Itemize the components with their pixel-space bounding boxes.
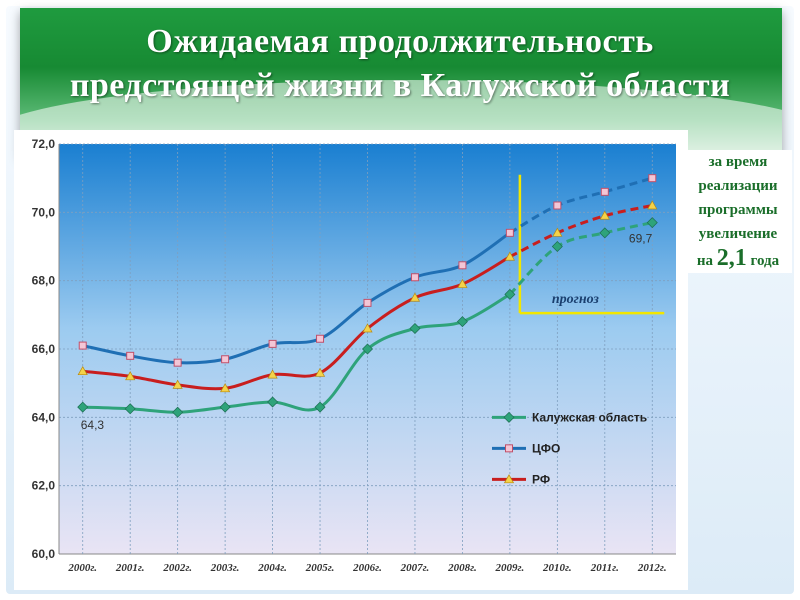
data-point-marker	[78, 341, 87, 350]
data-point-marker	[221, 355, 230, 364]
data-point-marker	[553, 201, 562, 210]
chart-container: 60,0 62,0 64,0 66,0 68,0 70,0 72,0 2000г. 2001г.…	[14, 130, 688, 590]
data-point-marker	[172, 406, 184, 418]
data-point-marker	[362, 343, 373, 355]
data-point-marker	[648, 174, 657, 183]
data-point-marker	[600, 187, 609, 196]
x-tick-label: 2006г.	[352, 562, 382, 574]
legend-label: ЦФО	[532, 441, 560, 455]
data-point-marker	[456, 316, 468, 328]
data-point-marker	[314, 401, 326, 413]
x-tick-label: 2002г.	[162, 562, 192, 574]
data-point-marker	[599, 210, 610, 220]
data-point-marker	[505, 444, 513, 453]
y-tick-label: 66,0	[32, 342, 56, 356]
data-point-marker	[505, 228, 514, 237]
side-note-value: 2,1	[716, 245, 747, 271]
y-tick-label: 62,0	[32, 479, 56, 493]
x-tick-label: 2011г.	[590, 562, 619, 574]
data-point-marker	[125, 371, 136, 381]
legend-label: Калужская область	[532, 410, 647, 424]
data-point-marker	[410, 273, 419, 282]
data-point-marker	[409, 323, 421, 334]
y-tick-label: 68,0	[32, 274, 56, 288]
x-tick-label: 2003г.	[210, 562, 240, 574]
x-tick-label: 2004г.	[257, 562, 287, 574]
data-point-marker	[268, 339, 277, 348]
x-tick-label: 2010г.	[542, 562, 572, 574]
series-line-forecast	[508, 221, 653, 296]
data-point-marker	[219, 401, 231, 413]
page-title: Ожидаемая продолжительность предстоящей …	[20, 20, 780, 108]
data-point-marker	[363, 298, 372, 307]
data-point-marker	[362, 323, 373, 333]
side-note-line-3: программы	[698, 202, 778, 218]
data-point-marker	[126, 351, 135, 360]
data-point-marker	[77, 365, 88, 376]
side-note-line-5: на 2,1 года	[684, 246, 792, 273]
data-point-marker	[503, 411, 515, 423]
data-point-marker	[314, 367, 326, 377]
data-point-marker	[124, 403, 136, 415]
series-line-forecast	[509, 204, 653, 259]
data-point-marker	[504, 288, 516, 300]
data-point-marker	[77, 401, 89, 413]
data-point-marker	[504, 251, 515, 261]
data-label: 69,7	[629, 232, 653, 246]
side-note-suffix: года	[750, 253, 780, 269]
data-point-marker	[458, 261, 467, 270]
x-tick-label: 2012г.	[637, 562, 667, 574]
y-tick-label: 64,0	[32, 410, 56, 424]
y-tick-label: 72,0	[32, 137, 56, 151]
side-note-line-2: реализации	[698, 178, 778, 194]
data-point-marker	[316, 334, 325, 343]
data-point-marker	[172, 379, 183, 389]
data-point-marker	[267, 369, 278, 379]
data-point-marker	[646, 217, 658, 229]
data-point-marker	[173, 358, 182, 367]
legend-label: РФ	[532, 472, 550, 486]
data-point-marker	[599, 227, 611, 239]
data-label: 64,3	[81, 418, 105, 432]
title-line-1: Ожидаемая продолжительность	[146, 23, 654, 60]
y-tick-label: 70,0	[32, 205, 56, 219]
x-tick-label: 2001г.	[115, 562, 145, 574]
x-tick-label: 2009г.	[495, 562, 525, 574]
series-line-forecast	[509, 176, 653, 235]
series-line-actual	[82, 255, 511, 391]
x-tick-label: 2008г.	[447, 562, 477, 574]
data-point-marker	[409, 292, 421, 302]
life-expectancy-chart: 60,0 62,0 64,0 66,0 68,0 70,0 72,0 2000г. 2001г.…	[32, 137, 676, 574]
series-line-actual	[82, 231, 511, 365]
y-tick-label: 60,0	[32, 547, 56, 561]
side-note-line-1: за время	[708, 154, 768, 170]
data-point-marker	[220, 383, 231, 393]
series-line-actual	[82, 293, 511, 414]
side-note-line-4: увеличение	[698, 226, 778, 242]
forecast-label: прогноз	[552, 292, 600, 307]
data-point-marker	[552, 227, 563, 237]
data-point-marker	[267, 396, 279, 408]
title-line-2: предстоящей жизни в Калужской области	[69, 67, 731, 104]
data-point-marker	[647, 200, 658, 210]
data-point-marker	[457, 278, 468, 288]
side-note-prefix: на	[696, 253, 714, 269]
x-tick-label: 2007г.	[400, 562, 430, 574]
data-point-marker	[503, 474, 515, 484]
data-point-marker	[551, 241, 563, 252]
side-note: за время реализации программы увеличение…	[684, 150, 792, 273]
x-tick-label: 2005г.	[305, 562, 335, 574]
x-tick-label: 2000г.	[67, 562, 97, 574]
